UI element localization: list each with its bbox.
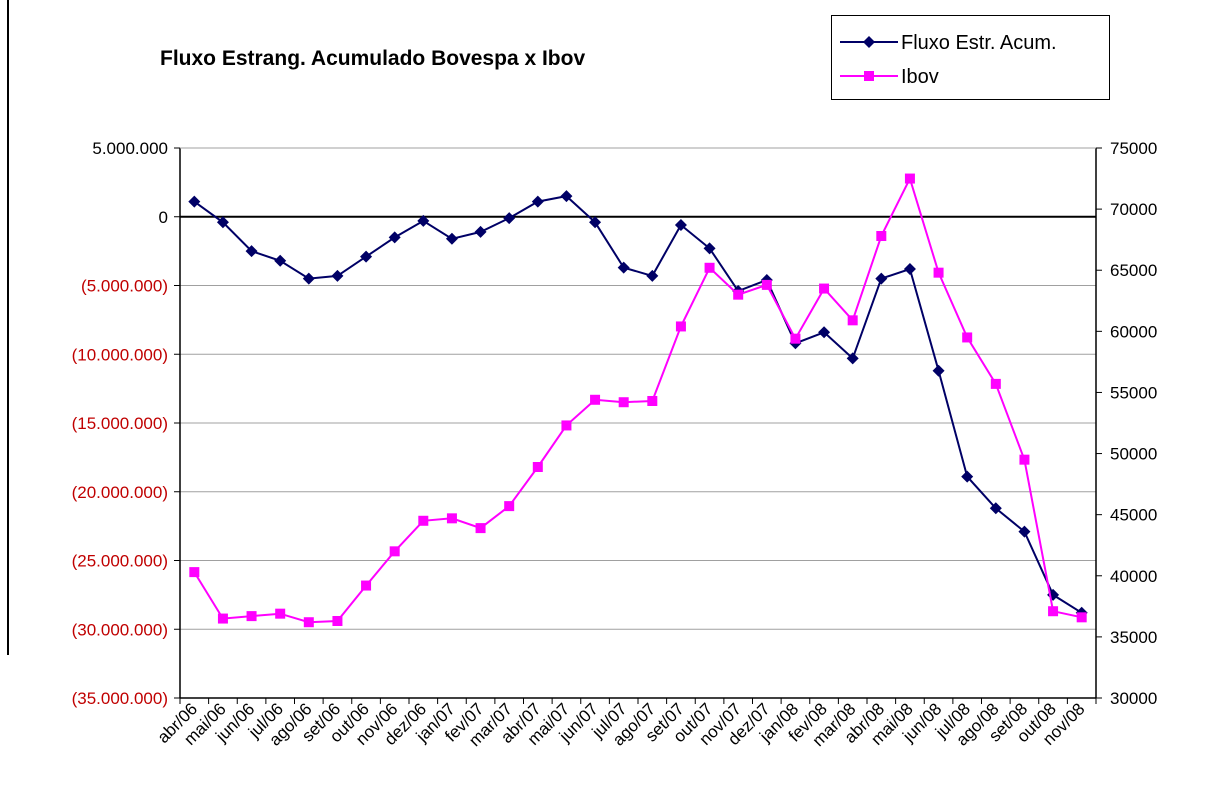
y-right-tick-label: 70000 [1110,200,1157,219]
y-left-tick-label: (15.000.000) [72,414,168,433]
data-point-fluxo [331,269,344,282]
data-point-ibov [504,501,515,512]
data-point-ibov [704,262,715,273]
data-point-fluxo [703,242,716,255]
data-point-ibov [733,289,744,300]
data-point-ibov [990,378,1001,389]
data-point-ibov [675,321,686,332]
legend-label-fluxo: Fluxo Estr. Acum. [901,32,1057,54]
y-right-tick-label: 75000 [1110,139,1157,158]
data-point-ibov [532,462,543,472]
data-point-ibov [761,279,772,290]
y-right-tick-label: 55000 [1110,383,1157,402]
data-point-ibov [246,611,257,622]
legend-item-ibov: Ibov [832,60,1109,92]
data-point-ibov [618,397,629,408]
data-point-ibov [933,267,944,278]
data-point-fluxo [503,212,516,225]
data-point-ibov [1019,454,1030,465]
data-point-fluxo [474,225,487,238]
data-point-ibov [561,420,572,431]
data-point-ibov [446,513,457,524]
data-point-ibov [217,613,228,624]
data-point-fluxo [1018,525,1031,538]
series-line-ibov [193,175,1082,624]
data-point-fluxo [360,250,373,263]
y-left-tick-label: (5.000.000) [81,277,168,296]
data-point-fluxo [560,190,573,203]
chart-title: Fluxo Estrang. Acumulado Bovespa x Ibov [160,47,586,70]
gridlines [180,147,1096,699]
y-left-tick-label: 0 [159,208,168,227]
y-right-tick-label: 50000 [1110,445,1157,464]
data-point-ibov [962,332,973,343]
legend-item-fluxo: Fluxo Estr. Acum. [832,26,1109,58]
data-point-fluxo [417,214,430,227]
series [188,173,1088,628]
series-line-fluxo [193,195,1083,614]
data-point-fluxo [445,232,458,245]
data-point-fluxo [846,352,859,365]
diamond-marker-icon [840,36,898,48]
data-point-fluxo [245,245,258,258]
legend-label-ibov: Ibov [901,66,939,88]
data-point-ibov [847,315,858,326]
data-point-fluxo [388,231,401,244]
data-point-ibov [904,173,915,184]
data-point-fluxo [903,263,916,275]
y-left-tick-label: (10.000.000) [72,345,168,364]
data-point-ibov [876,231,887,241]
y-right-tick-label: 45000 [1110,506,1157,525]
y-left-tick-label: 5.000.000 [92,139,168,158]
data-point-fluxo [674,219,687,231]
data-point-fluxo [932,364,945,377]
data-point-fluxo [589,216,602,229]
y-left-tick-label: (25.000.000) [72,552,168,571]
data-point-fluxo [531,195,544,208]
data-point-fluxo [188,195,201,208]
y-left-tick-label: (20.000.000) [72,483,168,502]
data-point-ibov [361,580,372,591]
data-point-ibov [389,546,400,557]
y-right-tick-label: 30000 [1110,689,1157,708]
data-point-fluxo [875,272,888,285]
data-point-ibov [475,523,486,534]
data-point-fluxo [818,326,831,339]
data-point-ibov [303,617,314,628]
y-left-tick-label: (35.000.000) [72,689,168,708]
data-point-ibov [418,515,429,526]
data-point-fluxo [961,470,974,483]
y-right-tick-label: 40000 [1110,567,1157,586]
data-point-ibov [1076,612,1087,623]
data-point-ibov [189,567,200,578]
data-point-fluxo [617,261,630,274]
y-right-tick-label: 65000 [1110,261,1157,280]
data-point-fluxo [302,272,315,285]
data-point-fluxo [646,269,659,282]
y-left-tick-label: (30.000.000) [72,620,168,639]
data-point-ibov [819,283,830,294]
data-point-fluxo [274,254,287,267]
tick-labels: 5.000.000 0 (5.000.000) (10.000.000) (15.000… [72,139,1158,750]
data-point-ibov [1048,606,1059,617]
data-point-ibov [332,616,343,626]
axes [174,147,1102,704]
data-point-ibov [275,608,286,619]
square-marker-icon [840,71,898,81]
data-point-ibov [790,333,801,344]
data-point-fluxo [216,216,229,229]
data-point-ibov [590,394,601,405]
data-point-fluxo [989,502,1002,515]
legend: Fluxo Estr. Acum. Ibov [831,15,1110,100]
y-right-tick-label: 60000 [1110,322,1157,341]
data-point-ibov [647,396,658,406]
y-right-tick-label: 35000 [1110,628,1157,647]
